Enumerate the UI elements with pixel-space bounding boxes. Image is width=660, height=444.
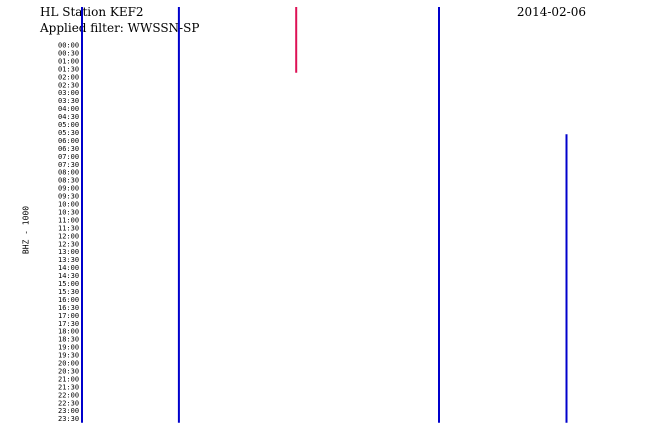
- row-time-label: 14:30: [58, 272, 79, 280]
- row-time-label: 19:30: [58, 352, 79, 360]
- row-time-label: 09:00: [58, 185, 79, 193]
- row-time-label: 15:30: [58, 288, 79, 296]
- row-time-label: 05:30: [58, 129, 79, 137]
- row-time-label: 06:30: [58, 145, 79, 153]
- row-time-label: 10:30: [58, 208, 79, 216]
- row-time-label: 10:00: [58, 201, 79, 209]
- row-time-label: 11:00: [58, 216, 79, 224]
- filter-label: Applied filter: WWSSN-SP: [40, 21, 200, 35]
- row-time-label: 07:30: [58, 161, 79, 169]
- row-time-label: 15:00: [58, 280, 79, 288]
- row-time-label: 04:30: [58, 113, 79, 121]
- row-time-label: 03:30: [58, 97, 79, 105]
- row-time-label: 21:00: [58, 375, 79, 383]
- row-time-label: 11:30: [58, 224, 79, 232]
- row-time-label: 22:00: [58, 391, 79, 399]
- row-time-label: 01:00: [58, 57, 79, 65]
- row-time-label: 22:30: [58, 399, 79, 407]
- row-time-label: 20:30: [58, 367, 79, 375]
- row-time-label: 05:00: [58, 121, 79, 129]
- row-time-label: 13:30: [58, 256, 79, 264]
- row-time-label: 23:30: [58, 415, 79, 423]
- date-label: 2014-02-06: [516, 5, 586, 19]
- station-title: HL Station KEF2: [40, 5, 144, 19]
- row-time-label: 06:00: [58, 137, 79, 145]
- row-time-label: 02:00: [58, 73, 79, 81]
- row-time-label: 12:00: [58, 232, 79, 240]
- row-time-label: 14:00: [58, 264, 79, 272]
- row-time-label: 21:30: [58, 383, 79, 391]
- row-time-label: 03:00: [58, 89, 79, 97]
- row-time-label: 18:00: [58, 328, 79, 336]
- row-time-label: 18:30: [58, 336, 79, 344]
- row-time-label: 02:30: [58, 81, 79, 89]
- row-time-label: 00:30: [58, 49, 79, 57]
- row-time-label: 23:00: [58, 407, 79, 415]
- row-time-label: 08:30: [58, 177, 79, 185]
- row-time-label: 04:00: [58, 105, 79, 113]
- row-time-label: 20:00: [58, 360, 79, 368]
- row-time-label: 00:00: [58, 42, 79, 50]
- row-time-label: 09:30: [58, 193, 79, 201]
- row-time-label: 17:30: [58, 320, 79, 328]
- row-time-label: 13:00: [58, 248, 79, 256]
- row-time-label: 16:00: [58, 296, 79, 304]
- row-time-label: 07:00: [58, 153, 79, 161]
- row-time-label: 08:00: [58, 169, 79, 177]
- row-time-label: 01:30: [58, 65, 79, 73]
- row-time-label: 12:30: [58, 240, 79, 248]
- row-time-label: 19:00: [58, 344, 79, 352]
- row-time-label: 16:30: [58, 304, 79, 312]
- row-time-label: 17:00: [58, 312, 79, 320]
